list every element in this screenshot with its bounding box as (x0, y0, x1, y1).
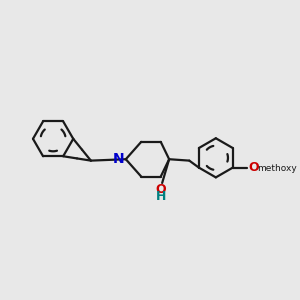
Text: N: N (113, 152, 124, 166)
Text: O: O (248, 161, 259, 174)
Text: H: H (156, 190, 166, 203)
Text: methoxy: methoxy (257, 164, 297, 173)
Text: O: O (155, 183, 166, 196)
